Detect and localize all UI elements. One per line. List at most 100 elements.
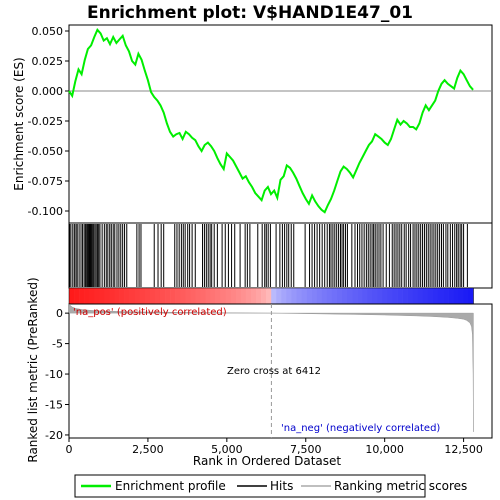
color-bar-segment [463,288,469,304]
color-bar-segment [119,288,125,304]
x-tick-label: 12,500 [444,443,483,456]
color-bar-segment [261,288,267,304]
color-bar-segment [336,288,343,304]
color-bar-segment [331,288,338,304]
color-bar-segment [443,288,449,304]
color-bar-segment [256,288,262,304]
color-bar-segment [245,288,252,304]
enrichment-profile-line [68,27,474,214]
es-y-tick-label: -0.025 [28,115,63,128]
color-bar-segment [180,288,186,304]
color-bar-segment [266,288,272,304]
color-bar-segment [306,288,312,304]
color-bar-segment [422,288,429,304]
color-bar-segment [190,288,196,304]
color-bar-segment [412,288,419,304]
metric-panel-frame [68,303,493,439]
color-bar-segment [372,288,378,304]
color-bar-segment [144,288,151,304]
es-y-tick-label: -0.050 [28,145,63,158]
color-bar-segment [139,288,146,304]
metric-panel: 0 -5 -10 -15 -20 0 2,500 5,000 7,500 10,000 12,50… [26,277,493,468]
color-bar-segment [250,288,257,304]
color-bar-segment [165,288,171,304]
es-panel-frame [68,24,493,224]
hits-marks [69,224,468,287]
color-bar-segment [154,288,161,304]
color-bar-segment [185,288,191,304]
color-bar-segment [200,288,206,304]
color-bar-segment [129,288,136,304]
legend-label-metric: Ranking metric scores [334,479,467,493]
color-bar-segment [195,288,201,304]
color-bar-segment [215,288,221,304]
color-bar-segment [281,288,287,304]
color-bar-segment [437,288,444,304]
color-bar-segment [352,288,358,304]
color-bar-segment [159,288,166,304]
es-panel: 0.0500.0250.000-0.025-0.050-0.075-0.100 … [12,24,493,224]
correlation-color-bar [68,287,474,305]
x-tick-label: 5,000 [211,443,243,456]
metric-y-tick-label: -15 [45,399,63,412]
es-y-tick-label: -0.075 [28,175,63,188]
color-bar-segment [220,288,226,304]
color-bar-segment [74,288,80,304]
color-bar-segment [387,288,393,304]
zero-cross-label: Zero cross at 6412 [227,366,321,377]
metric-y-tick-label: 0 [56,307,63,320]
color-bar-segment [291,288,297,304]
color-bar-segment [109,288,115,304]
color-bar-segment [225,288,232,304]
color-bar-segment [271,288,277,304]
color-bar-segment [321,288,328,304]
color-bar-segment [79,288,85,304]
color-bar-segment [357,288,363,304]
neg-label: 'na_neg' (negatively correlated) [281,423,440,434]
hits-panel [68,222,493,289]
metric-y-axis-label: Ranked list metric (PreRanked) [26,277,40,462]
color-bar-segment [448,288,454,304]
x-axis-label: Rank in Ordered Dataset [193,454,341,468]
metric-y-tick-label: -20 [45,429,63,442]
legend: Enrichment profile Hits Ranking metric s… [74,474,467,498]
es-y-axis-label: Enrichment score (ES) [12,57,26,190]
color-bar-segment [286,288,292,304]
color-bar-segment [235,288,242,304]
ranking-metric-area [68,303,474,432]
chart-title: Enrichment plot: V$HAND1E47_01 [87,3,413,23]
color-bar-segment [392,288,398,304]
color-bar-segment [407,288,414,304]
color-bar-segment [432,288,439,304]
es-y-tick-label: 0.025 [32,55,64,68]
color-bar-segment [205,288,211,304]
color-bar-segment [367,288,373,304]
x-axis-ticks: 0 2,500 5,000 7,500 10,000 12,500 [66,438,483,456]
color-bar-segment [296,288,302,304]
es-y-tick-label: 0.050 [32,25,64,38]
metric-y-tick-label: -10 [45,368,63,381]
color-bar-segment [417,288,424,304]
color-bar-segment [84,288,90,304]
metric-y-ticks: 0 -5 -10 -15 -20 [45,307,69,442]
color-bar-segment [382,288,388,304]
color-bar-segment [458,288,464,304]
x-tick-label: 2,500 [132,443,164,456]
color-bar-segment [362,288,368,304]
color-bar-segment [402,288,408,304]
color-bar-segment [89,288,95,304]
color-bar-segment [311,288,317,304]
color-bar-segment [397,288,403,304]
metric-y-tick-label: -5 [52,338,63,351]
color-bar-segment [230,288,237,304]
legend-label-hits: Hits [270,479,293,493]
x-tick-label: 0 [66,443,73,456]
x-tick-label: 10,000 [365,443,404,456]
color-bar-segment [69,288,75,304]
color-bar-segment [377,288,383,304]
x-tick-label: 7,500 [290,443,322,456]
color-bar-segment [427,288,434,304]
color-bar-segment [326,288,333,304]
color-bar-segment [104,288,110,304]
